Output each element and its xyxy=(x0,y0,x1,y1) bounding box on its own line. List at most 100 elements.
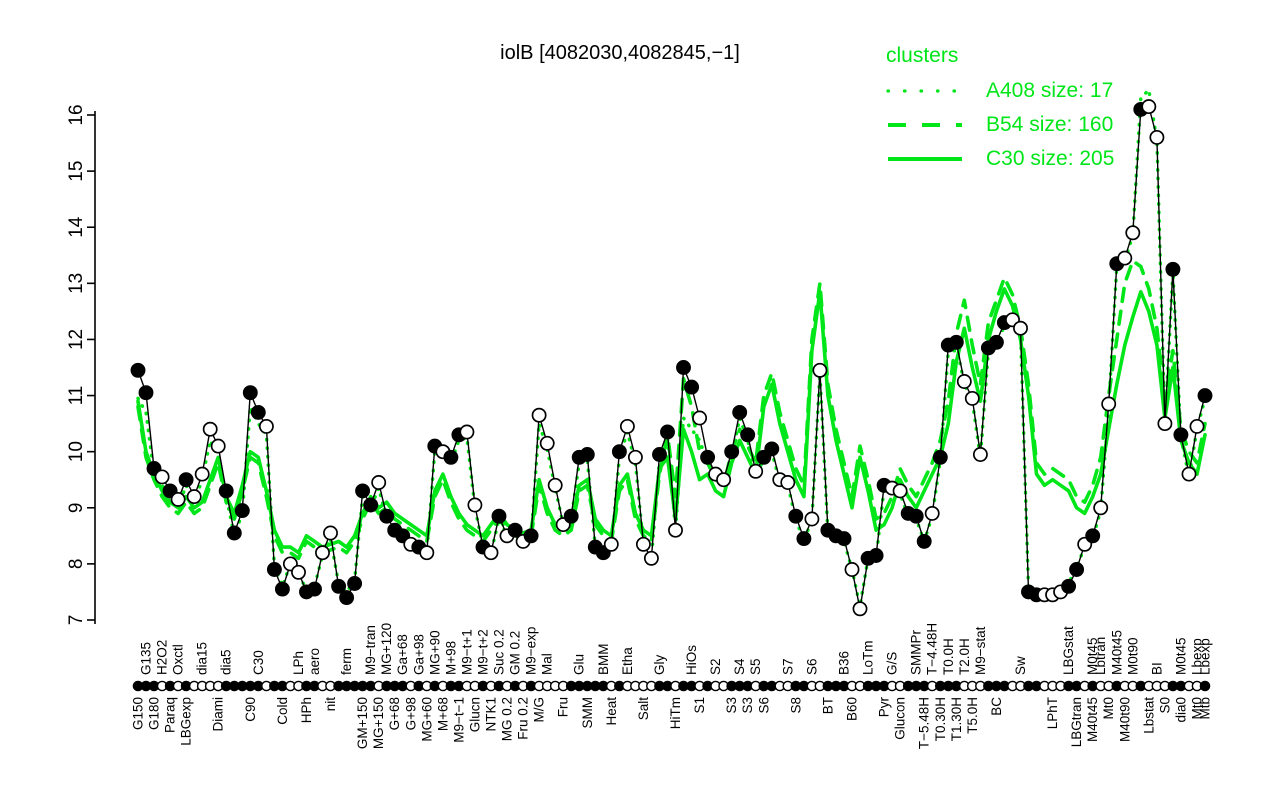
condition-label: M+68 xyxy=(435,697,450,731)
condition-label: S1 xyxy=(692,697,707,714)
condition-label: dia15 xyxy=(195,642,210,675)
condition-label: M9−exp xyxy=(524,627,539,675)
condition-label: ferm xyxy=(339,648,354,675)
condition-label: Mt0 xyxy=(1189,697,1204,720)
condition-label: S6 xyxy=(804,658,819,675)
condition-label: Diami xyxy=(211,697,226,732)
data-point-open xyxy=(1149,129,1165,145)
condition-label: Oxctl xyxy=(171,644,186,675)
condition-label: T−5.48H xyxy=(917,697,932,749)
condition-label: M40t45 xyxy=(1109,630,1124,675)
condition-label: S5 xyxy=(748,658,763,675)
condition-label: C90 xyxy=(243,697,258,722)
condition-label: M0t90 xyxy=(1125,637,1140,675)
condition-label: M40t45 xyxy=(1085,697,1100,742)
condition-label: M/G xyxy=(532,697,547,723)
condition-label: NTK1 xyxy=(483,697,498,732)
data-point-filled xyxy=(331,578,347,594)
condition-label: HiOs xyxy=(684,645,699,675)
legend-label: B54 size: 160 xyxy=(986,113,1114,136)
data-point-filled xyxy=(443,449,459,465)
x-labels-bottom: G150 G180 Paraq LBGexp Diami C90 Cold HPh nit GM+… xyxy=(131,696,1213,749)
data-point-filled xyxy=(700,449,716,465)
condition-label: LBGstat xyxy=(1061,626,1076,675)
condition-label: Pyr xyxy=(877,696,892,717)
condition-label: M9−tran xyxy=(363,625,378,675)
data-point-open xyxy=(1181,466,1197,482)
condition-label: GM+150 xyxy=(355,697,370,749)
data-point-open xyxy=(748,463,764,479)
y-tick-label: 8 xyxy=(66,559,87,570)
y-axis: 7 8 9 10 11 12 13 14 15 16 xyxy=(66,104,96,625)
dashed-line-icon xyxy=(888,123,962,127)
data-point-open xyxy=(371,475,387,490)
condition-label: BMM xyxy=(596,644,611,676)
condition-label: Lbtran xyxy=(1093,637,1108,675)
data-point-filled xyxy=(1197,388,1213,404)
data-point-open xyxy=(1189,418,1205,434)
condition-label: Fru 0.2 xyxy=(516,697,531,740)
data-point-open xyxy=(692,410,708,426)
data-point-open xyxy=(459,424,475,440)
condition-label: T−4.48H xyxy=(925,623,940,675)
data-point-filled xyxy=(563,508,579,524)
condition-label: S6 xyxy=(756,697,771,714)
legend-label: C30 size: 205 xyxy=(986,147,1115,170)
data-point-filled xyxy=(242,385,258,401)
y-tick-label: 10 xyxy=(66,441,87,462)
data-point-filled xyxy=(948,334,964,350)
data-point-filled xyxy=(178,472,194,488)
data-point-filled xyxy=(307,581,322,597)
condition-label: BI xyxy=(1149,662,1164,675)
data-point-filled xyxy=(916,533,932,549)
legend-entry-c30: C30 size: 205 xyxy=(886,142,1114,176)
data-point-open xyxy=(924,505,940,521)
data-point-open xyxy=(804,511,820,527)
data-point-filled xyxy=(988,334,1004,350)
data-point-filled xyxy=(796,531,812,547)
condition-label: T1.30H xyxy=(949,697,964,741)
condition-label: dia0 xyxy=(1173,697,1188,723)
data-point-filled xyxy=(652,447,667,462)
condition-label: Lbexp xyxy=(1189,638,1204,675)
y-tick-label: 16 xyxy=(66,104,87,125)
data-point-filled xyxy=(491,508,507,524)
condition-label: Glucon xyxy=(893,697,908,740)
cluster-line-b54 xyxy=(136,259,1207,561)
data-point-filled xyxy=(908,508,924,524)
data-point-filled xyxy=(724,444,740,460)
data-point-filled xyxy=(732,404,748,420)
data-point-open xyxy=(547,477,563,493)
data-point-filled xyxy=(1165,261,1181,277)
condition-label: SMM xyxy=(580,697,595,729)
solid-line-icon xyxy=(888,157,962,161)
data-point-open xyxy=(1093,500,1109,516)
data-point-open xyxy=(635,536,651,552)
data-point-filled xyxy=(579,447,595,462)
data-point-open xyxy=(419,545,435,561)
condition-label: G+68 xyxy=(387,697,402,730)
data-point-open xyxy=(202,421,218,437)
data-point-open xyxy=(186,489,202,505)
y-tick-label: 11 xyxy=(66,386,87,406)
condition-label: S3 xyxy=(724,697,739,714)
data-point-open xyxy=(315,545,330,561)
data-point-filled xyxy=(218,483,234,499)
condition-label: S8 xyxy=(788,697,803,714)
data-point-open xyxy=(643,550,659,566)
data-point-open xyxy=(603,536,619,552)
condition-label: B36 xyxy=(836,651,851,675)
gene-profile-points xyxy=(130,99,1213,617)
condition-label: T2.0H xyxy=(957,638,972,675)
data-point-open xyxy=(467,497,483,513)
condition-marker-row xyxy=(132,680,1211,692)
condition-label: G+98 xyxy=(403,697,418,730)
condition-label: M+98 xyxy=(443,641,458,675)
condition-label: S7 xyxy=(780,658,795,675)
condition-label: HiTm xyxy=(668,697,683,729)
condition-label: M0t45 xyxy=(1173,637,1188,675)
condition-label: Glu xyxy=(572,654,587,675)
data-point-filled xyxy=(347,576,363,591)
data-point-open xyxy=(483,545,499,561)
